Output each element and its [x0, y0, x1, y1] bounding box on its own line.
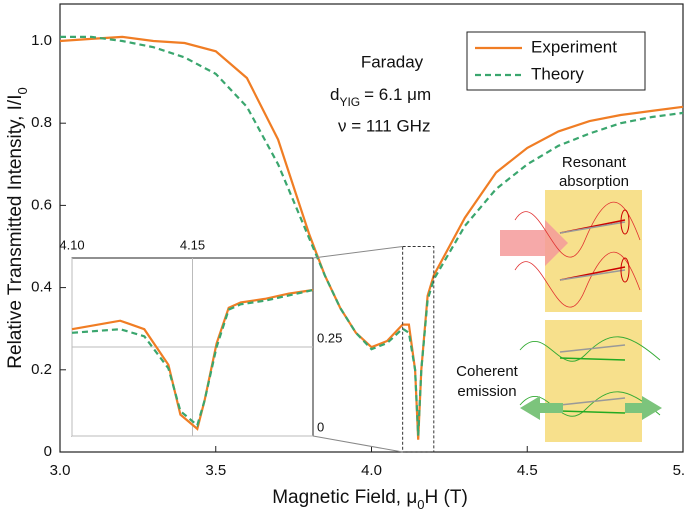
x-label-sub: 0: [417, 497, 424, 512]
annotation: dYIG = 6.1 μm: [330, 85, 431, 109]
annotation: d: [330, 85, 339, 104]
x-tick-label: 4.5: [517, 462, 538, 479]
y-tick-label: 0: [44, 443, 52, 460]
y-axis-label: Relative Transmitted Intensity, I/I0: [5, 87, 30, 368]
zoom-connector: [312, 245, 403, 259]
y-tick-label: 0: [317, 419, 324, 434]
y-tick-label: 1.0: [31, 32, 52, 49]
y-tick-label: 0.6: [31, 196, 52, 213]
x-tick-label: 4.0: [361, 462, 382, 479]
illustration: [500, 190, 662, 442]
legend-box: [466, 31, 646, 91]
x-tick-label: 5.0: [673, 462, 685, 479]
y-tick-label: 0.8: [31, 114, 52, 131]
y-label-sub: 0: [15, 87, 30, 94]
annotation: emission: [457, 383, 516, 400]
x-tick-label: 4.10: [59, 237, 84, 252]
x-label: Magnetic Field, μ: [272, 487, 417, 508]
y-tick-label: 0.2: [31, 361, 52, 378]
annotation: ν = 111 GHz: [338, 116, 430, 135]
x-tick-label: 3.5: [205, 462, 226, 479]
annotation: YIG: [339, 95, 360, 109]
zoom-connector: [312, 435, 403, 453]
zoom-box: [402, 245, 435, 453]
legend-label: Theory: [531, 64, 584, 83]
x-tick-label: 4.15: [180, 237, 205, 252]
y-tick-label: 0.25: [317, 330, 342, 345]
x-tick-label: 3.0: [50, 462, 71, 479]
y-tick-label: 0.4: [31, 279, 52, 296]
series-line: [71, 288, 314, 428]
annotation: absorption: [559, 173, 629, 190]
annotation: Resonant: [562, 154, 627, 171]
x-axis-label: Magnetic Field, μ0H (T): [272, 487, 468, 512]
y-label: Relative Transmitted Intensity, I/I: [5, 95, 26, 369]
x-label-end: H (T): [425, 487, 468, 508]
annotation: Faraday: [361, 52, 424, 71]
annotation: = 6.1 μm: [364, 85, 431, 104]
annotation: Coherent: [456, 363, 519, 380]
legend-label: Experiment: [531, 37, 617, 56]
series-line: [60, 35, 684, 436]
